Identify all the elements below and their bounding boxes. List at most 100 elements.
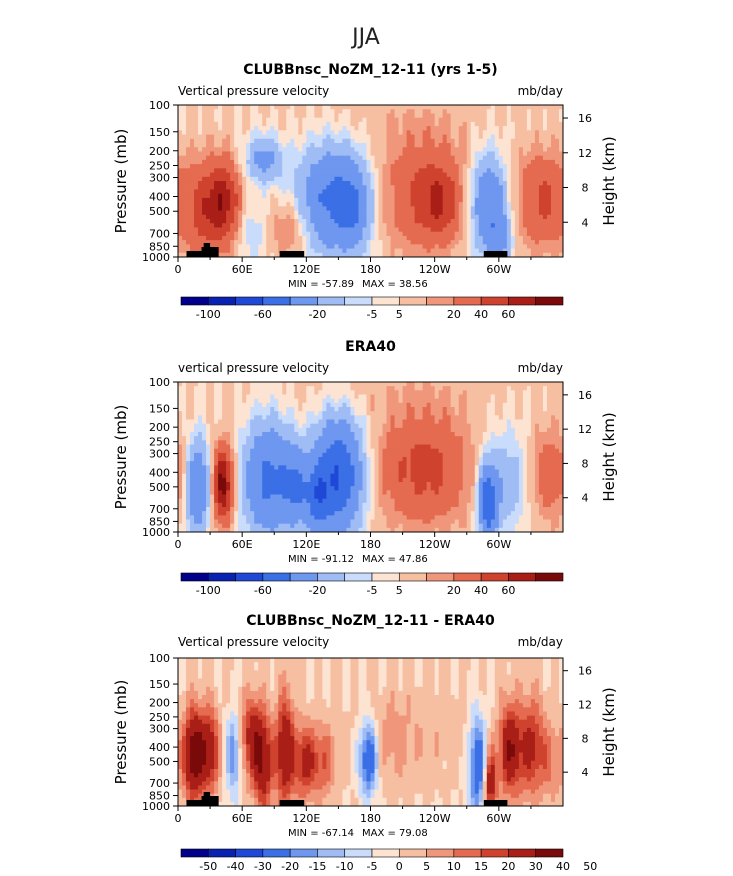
- heatmap-cell: [427, 198, 431, 203]
- heatmap-cell: [555, 232, 559, 237]
- heatmap-cell: [270, 126, 274, 131]
- heatmap-cell: [194, 411, 198, 416]
- heatmap-cell: [270, 478, 274, 483]
- heatmap-cell: [334, 470, 338, 475]
- heatmap-cell: [294, 524, 298, 529]
- heatmap-cell: [427, 143, 431, 148]
- heatmap-cell: [499, 105, 503, 110]
- heatmap-cell: [282, 436, 286, 441]
- heatmap-cell: [326, 445, 330, 450]
- heatmap-cell: [403, 215, 407, 220]
- heatmap-cell: [318, 520, 322, 525]
- heatmap-cell: [206, 118, 210, 123]
- heatmap-cell: [198, 395, 202, 400]
- heatmap-cell: [222, 520, 226, 525]
- heatmap-cell: [298, 236, 302, 241]
- heatmap-cell: [447, 227, 451, 232]
- heatmap-cell: [230, 403, 234, 408]
- heatmap-cell: [407, 105, 411, 110]
- heatmap-cell: [206, 428, 210, 433]
- heatmap-cell: [214, 395, 218, 400]
- heatmap-cell: [234, 240, 238, 245]
- heatmap-cell: [314, 403, 318, 408]
- heatmap-cell: [210, 206, 214, 211]
- heatmap-cell: [230, 524, 234, 529]
- heatmap-cell: [330, 202, 334, 207]
- heatmap-cell: [451, 215, 455, 220]
- heatmap-cell: [190, 507, 194, 512]
- heatmap-cell: [427, 244, 431, 249]
- heatmap-cell: [230, 223, 234, 228]
- heatmap-cell: [375, 236, 379, 241]
- heatmap-cell: [226, 395, 230, 400]
- heatmap-cell: [310, 168, 314, 173]
- heatmap-cell: [206, 511, 210, 516]
- heatmap-cell: [278, 474, 282, 479]
- heatmap-cell: [262, 499, 266, 504]
- heatmap-cell: [210, 524, 214, 529]
- heatmap-cell: [322, 130, 326, 135]
- heatmap-cell: [282, 236, 286, 241]
- heatmap-cell: [375, 105, 379, 110]
- heatmap-cell: [499, 139, 503, 144]
- heatmap-cell: [266, 390, 270, 395]
- heatmap-cell: [230, 407, 234, 412]
- heatmap-cell: [350, 126, 354, 131]
- heatmap-cell: [419, 219, 423, 224]
- heatmap-cell: [555, 109, 559, 114]
- heatmap-cell: [210, 130, 214, 135]
- heatmap-cell: [551, 194, 555, 199]
- heatmap-cell: [471, 185, 475, 190]
- heatmap-cell: [511, 156, 515, 161]
- heatmap-cell: [362, 240, 366, 245]
- heatmap-cell: [266, 244, 270, 249]
- heatmap-cell: [206, 490, 210, 495]
- heatmap-cell: [314, 139, 318, 144]
- heatmap-cell: [310, 511, 314, 516]
- heatmap-cell: [218, 503, 222, 508]
- heatmap-cell: [290, 424, 294, 429]
- heatmap-cell: [198, 109, 202, 114]
- heatmap-cell: [194, 198, 198, 203]
- heatmap-cell: [314, 515, 318, 520]
- heatmap-cell: [342, 109, 346, 114]
- heatmap-cell: [555, 118, 559, 123]
- heatmap-cell: [543, 156, 547, 161]
- heatmap-cell: [383, 126, 387, 131]
- heatmap-cell: [371, 156, 375, 161]
- heatmap-cell: [294, 177, 298, 182]
- heatmap-cell: [318, 156, 322, 161]
- heatmap-cell: [198, 122, 202, 127]
- heatmap-cell: [463, 118, 467, 123]
- heatmap-cell: [286, 219, 290, 224]
- heatmap-cell: [491, 219, 495, 224]
- heatmap-cell: [190, 194, 194, 199]
- heatmap-cell: [262, 440, 266, 445]
- heatmap-cell: [290, 495, 294, 500]
- heatmap-cell: [439, 219, 443, 224]
- heatmap-cell: [258, 219, 262, 224]
- heatmap-cell: [214, 194, 218, 199]
- heatmap-cell: [274, 189, 278, 194]
- heatmap-cell: [298, 223, 302, 228]
- heatmap-cell: [334, 482, 338, 487]
- heatmap-cell: [358, 206, 362, 211]
- heatmap-cell: [266, 249, 270, 254]
- heatmap-cell: [499, 156, 503, 161]
- heatmap-cell: [290, 503, 294, 508]
- heatmap-cell: [190, 399, 194, 404]
- heatmap-cell: [254, 143, 258, 148]
- heatmap-cell: [555, 130, 559, 135]
- heatmap-cell: [330, 223, 334, 228]
- heatmap-cell: [322, 122, 326, 127]
- heatmap-cell: [286, 185, 290, 190]
- heatmap-cell: [379, 189, 383, 194]
- heatmap-cell: [262, 227, 266, 232]
- heatmap-cell: [467, 198, 471, 203]
- heatmap-cell: [322, 507, 326, 512]
- heatmap-cell: [230, 151, 234, 156]
- heatmap-cell: [507, 122, 511, 127]
- heatmap-cell: [178, 164, 182, 169]
- heatmap-cell: [230, 436, 234, 441]
- heatmap-cell: [515, 109, 519, 114]
